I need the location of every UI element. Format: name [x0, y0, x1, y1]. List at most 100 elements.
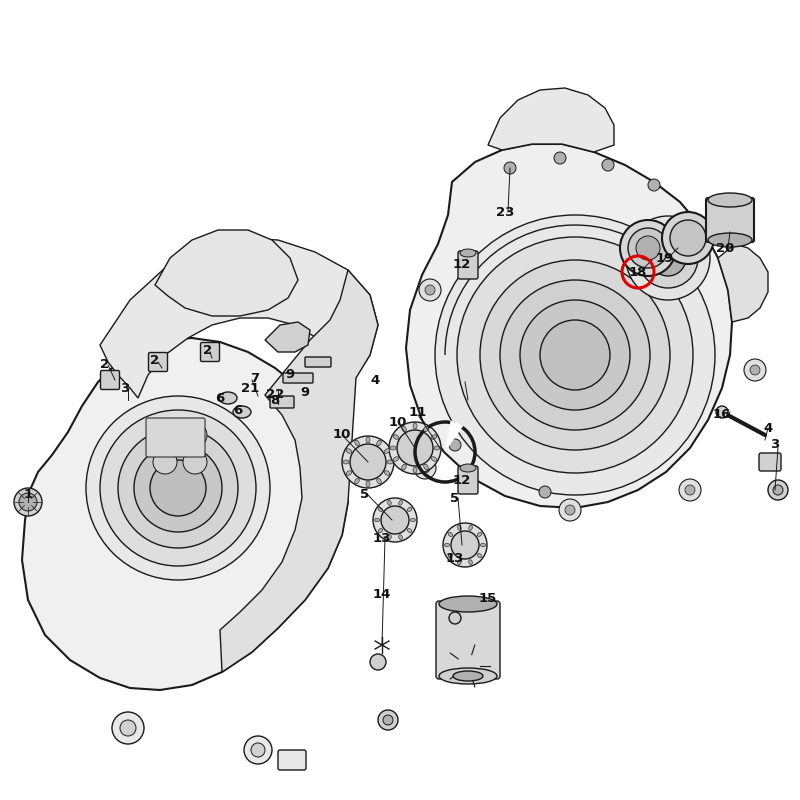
Circle shape [648, 179, 660, 191]
Circle shape [435, 215, 715, 495]
Ellipse shape [478, 554, 482, 558]
Ellipse shape [233, 406, 251, 418]
Wedge shape [445, 421, 463, 452]
Ellipse shape [343, 460, 349, 464]
Circle shape [768, 480, 788, 500]
Polygon shape [100, 238, 378, 398]
Circle shape [112, 712, 144, 744]
FancyBboxPatch shape [759, 453, 781, 471]
Circle shape [451, 531, 479, 559]
Text: 2: 2 [203, 343, 213, 357]
Circle shape [183, 450, 207, 474]
Circle shape [449, 439, 461, 451]
Circle shape [120, 720, 136, 736]
Text: 20: 20 [716, 242, 734, 254]
Ellipse shape [439, 596, 497, 612]
FancyBboxPatch shape [305, 357, 331, 367]
Ellipse shape [219, 392, 237, 404]
FancyBboxPatch shape [146, 418, 205, 457]
Circle shape [540, 320, 610, 390]
Circle shape [716, 406, 728, 418]
Text: 1: 1 [23, 489, 33, 502]
Ellipse shape [398, 501, 402, 506]
Circle shape [626, 216, 710, 300]
Circle shape [414, 457, 436, 479]
Polygon shape [155, 230, 298, 316]
Circle shape [342, 436, 394, 488]
Circle shape [383, 715, 393, 725]
Ellipse shape [424, 464, 428, 470]
Circle shape [153, 450, 177, 474]
Circle shape [554, 152, 566, 164]
Ellipse shape [431, 457, 437, 462]
Circle shape [636, 236, 660, 260]
FancyBboxPatch shape [101, 370, 119, 390]
FancyBboxPatch shape [149, 353, 167, 371]
Text: 2: 2 [101, 358, 110, 371]
Circle shape [744, 359, 766, 381]
Circle shape [449, 612, 461, 624]
Circle shape [14, 488, 42, 516]
Circle shape [520, 300, 630, 410]
Ellipse shape [448, 554, 453, 558]
Circle shape [500, 280, 650, 430]
Ellipse shape [708, 233, 752, 247]
Circle shape [183, 423, 207, 447]
Circle shape [628, 228, 668, 268]
Ellipse shape [393, 434, 398, 439]
FancyBboxPatch shape [270, 396, 294, 408]
Ellipse shape [434, 446, 440, 450]
Text: 22: 22 [266, 389, 284, 402]
Ellipse shape [378, 529, 382, 533]
Text: 13: 13 [373, 531, 391, 545]
FancyBboxPatch shape [283, 373, 313, 383]
Polygon shape [488, 88, 614, 152]
Circle shape [381, 506, 409, 534]
Circle shape [620, 220, 676, 276]
Ellipse shape [346, 470, 352, 475]
Ellipse shape [413, 467, 417, 473]
Ellipse shape [424, 426, 428, 432]
Text: 4: 4 [370, 374, 380, 386]
Text: 6: 6 [215, 391, 225, 405]
Ellipse shape [453, 671, 483, 681]
Ellipse shape [384, 449, 390, 454]
Ellipse shape [458, 560, 462, 565]
Ellipse shape [384, 470, 390, 475]
Ellipse shape [407, 529, 412, 533]
Circle shape [373, 498, 417, 542]
Text: 9: 9 [286, 369, 294, 382]
Circle shape [244, 736, 272, 764]
Text: 10: 10 [333, 429, 351, 442]
Ellipse shape [448, 532, 453, 537]
Text: 4: 4 [763, 422, 773, 434]
Ellipse shape [407, 507, 412, 511]
Text: 12: 12 [453, 474, 471, 486]
Ellipse shape [374, 518, 379, 522]
Ellipse shape [469, 526, 472, 530]
Text: 3: 3 [120, 382, 130, 394]
Ellipse shape [346, 449, 352, 454]
Ellipse shape [366, 437, 370, 443]
Ellipse shape [402, 426, 406, 432]
FancyBboxPatch shape [706, 198, 754, 242]
Ellipse shape [478, 532, 482, 537]
Text: 2: 2 [150, 354, 159, 366]
Circle shape [480, 260, 670, 450]
Text: 23: 23 [496, 206, 514, 218]
Polygon shape [220, 270, 378, 672]
Circle shape [389, 422, 441, 474]
Circle shape [679, 479, 701, 501]
Ellipse shape [410, 518, 415, 522]
Text: 5: 5 [361, 489, 370, 502]
Ellipse shape [378, 507, 382, 511]
Text: 15: 15 [479, 591, 497, 605]
Ellipse shape [460, 249, 476, 257]
Polygon shape [22, 338, 348, 690]
Text: 3: 3 [770, 438, 780, 451]
Circle shape [425, 285, 435, 295]
Ellipse shape [431, 434, 437, 439]
Polygon shape [265, 322, 310, 352]
Text: 8: 8 [270, 394, 280, 406]
Circle shape [638, 228, 698, 288]
